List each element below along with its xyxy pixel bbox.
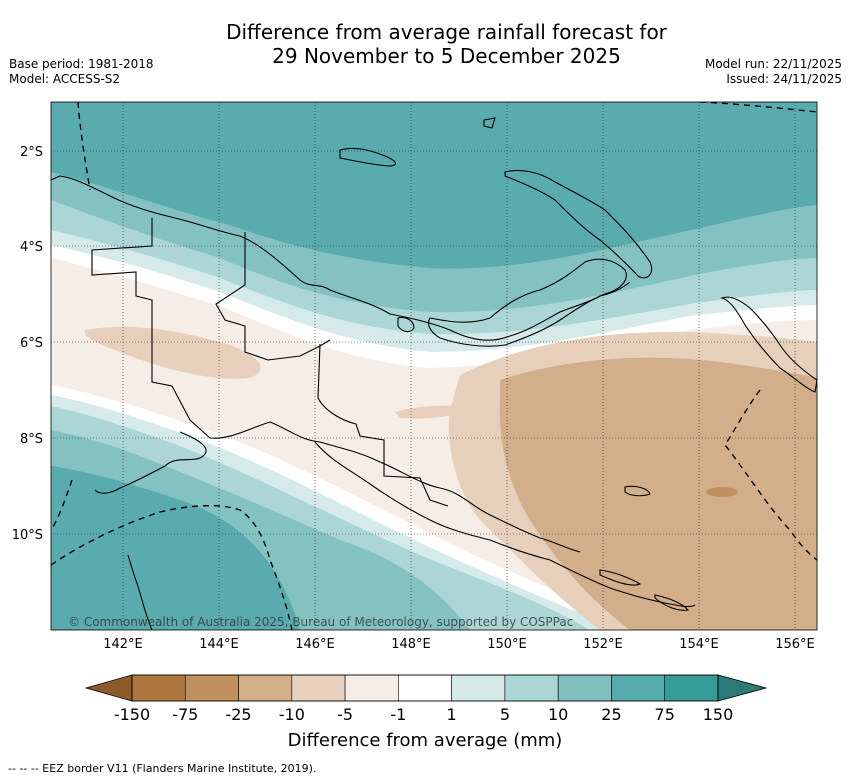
eez-line-west-south	[51, 479, 73, 531]
eez-footnote: -- -- -- EEZ border V11 (Flanders Marine…	[8, 762, 317, 775]
colorbar-cell	[451, 674, 506, 702]
colorbar-cell	[291, 674, 346, 702]
colorbar-labels: -150 -75 -25 -10 -5 -1 1 5 10 25 75 150	[114, 705, 733, 724]
model-info: Base period: 1981-2018 Model: ACCESS-S2	[9, 57, 154, 87]
colorbar-tick-label: -25	[225, 705, 251, 724]
colorbar-tick-label: 75	[655, 705, 675, 724]
coast-papua-east	[215, 232, 331, 361]
colorbar-tick-label: 150	[703, 705, 734, 724]
eez-line-north	[699, 102, 817, 113]
colorbar-tick-label: 10	[548, 705, 568, 724]
longitude-labels: 142°E 144°E 146°E 148°E 150°E 152°E 154°…	[103, 637, 815, 652]
coastlines	[51, 117, 817, 630]
coast-island-a	[339, 147, 396, 167]
lon-label-154e: 154°E	[679, 637, 719, 652]
latitude-labels: 2°S 4°S 6°S 8°S 10°S	[12, 145, 43, 543]
chart-title: Difference from average rainfall forecas…	[0, 20, 850, 68]
colorbar-cell	[557, 674, 612, 702]
colorbar-tick-label: 5	[500, 705, 510, 724]
coast-new-guinea-inland	[91, 218, 581, 553]
colorbar: -150 -75 -25 -10 -5 -1 1 5 10 25 75 150	[84, 674, 768, 724]
colorbar-cell	[238, 674, 293, 702]
lon-label-146e: 146°E	[295, 637, 335, 652]
lon-label-156e: 156°E	[775, 637, 815, 652]
patch-dry-east	[706, 487, 738, 497]
copyright-notice: © Commonwealth of Australia 2025, Bureau…	[68, 615, 573, 629]
patch-dry-west-2	[395, 405, 470, 419]
colorbar-cell	[184, 674, 239, 702]
colorbar-frame	[131, 674, 719, 702]
colorbar-high-arrow	[717, 674, 768, 702]
model-run: Model run: 22/11/2025	[704, 57, 842, 71]
patch-dry-west	[84, 326, 261, 379]
colorbar-cell	[344, 674, 399, 702]
coast-island-e	[624, 485, 651, 497]
lon-label-150e: 150°E	[487, 637, 527, 652]
colorbar-tick-label: -5	[337, 705, 353, 724]
lat-label-8s: 8°S	[20, 432, 43, 447]
band-dry-10-25	[499, 357, 817, 630]
eez-borders	[51, 102, 817, 630]
coast-torres-strait	[94, 431, 207, 494]
colorbar-cell	[398, 674, 452, 702]
lon-label-144e: 144°E	[199, 637, 239, 652]
coast-island-b	[504, 169, 653, 279]
lat-label-10s: 10°S	[12, 528, 43, 543]
lon-label-152e: 152°E	[583, 637, 623, 652]
colorbar-low-arrow	[84, 674, 133, 702]
coast-new-guinea-north	[51, 175, 631, 341]
map-frame	[50, 101, 818, 631]
lon-label-142e: 142°E	[103, 637, 143, 652]
eez-line-east	[724, 389, 817, 561]
colorbar-cell	[611, 674, 666, 702]
coast-island-g	[654, 594, 690, 611]
lon-label-148e: 148°E	[391, 637, 431, 652]
colorbar-tick-label: -150	[114, 705, 150, 724]
colorbar-tick-label: 1	[447, 705, 457, 724]
coast-cape-york	[127, 554, 153, 630]
coast-new-britain	[427, 258, 627, 347]
model-name: Model: ACCESS-S2	[9, 72, 121, 86]
colorbar-cell	[504, 674, 559, 702]
coast-island-f	[599, 569, 642, 586]
rainfall-field	[51, 102, 817, 630]
coast-border-png	[317, 343, 449, 507]
lat-label-2s: 2°S	[20, 145, 43, 160]
issue-info: Model run: 22/11/2025 Issued: 24/11/2025	[705, 57, 842, 87]
coast-island-c	[483, 117, 496, 129]
title-line-2: 29 November to 5 December 2025	[272, 44, 621, 68]
coast-island-d	[397, 316, 415, 333]
eez-line-southwest	[51, 504, 293, 630]
coast-bougainville	[720, 296, 817, 393]
eez-line-west	[77, 102, 91, 191]
lat-label-6s: 6°S	[20, 336, 43, 351]
issued-date: Issued: 24/11/2025	[726, 72, 842, 86]
colorbar-cells	[131, 674, 719, 702]
colorbar-tick-label: 25	[601, 705, 621, 724]
graticule	[51, 102, 817, 630]
colorbar-tick-label: -10	[279, 705, 305, 724]
base-period: Base period: 1981-2018	[9, 57, 154, 71]
lat-label-4s: 4°S	[20, 240, 43, 255]
title-line-1: Difference from average rainfall forecas…	[226, 20, 667, 44]
colorbar-tick-label: -75	[172, 705, 198, 724]
colorbar-cell	[131, 674, 186, 702]
colorbar-tick-label: -1	[390, 705, 406, 724]
colorbar-cell	[664, 674, 719, 702]
colorbar-title: Difference from average (mm)	[287, 730, 563, 751]
